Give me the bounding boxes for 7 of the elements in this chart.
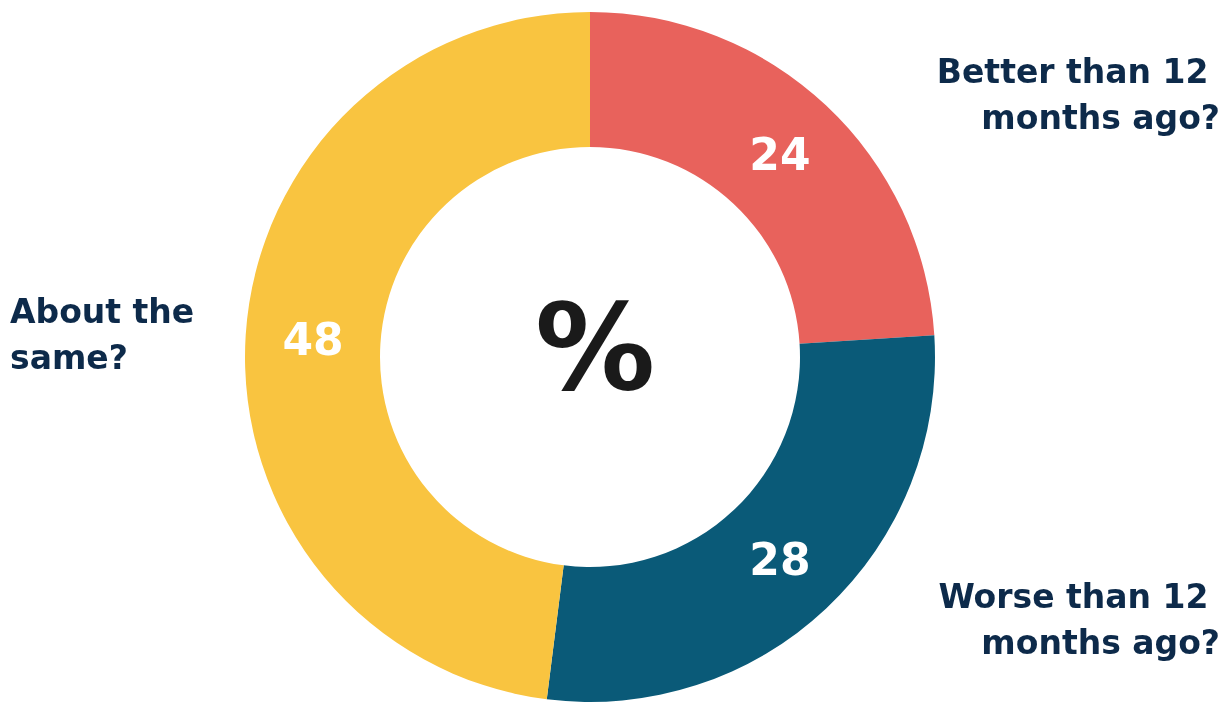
slice-label: About the same? [10, 291, 206, 377]
data-label: 24 [749, 129, 811, 181]
data-label: 28 [749, 533, 811, 585]
slice-label: Worse than 12 months ago? [938, 576, 1220, 662]
slice-label: Better than 12 months ago? [936, 52, 1220, 138]
text: % [534, 277, 656, 417]
data-label: 48 [282, 314, 344, 366]
